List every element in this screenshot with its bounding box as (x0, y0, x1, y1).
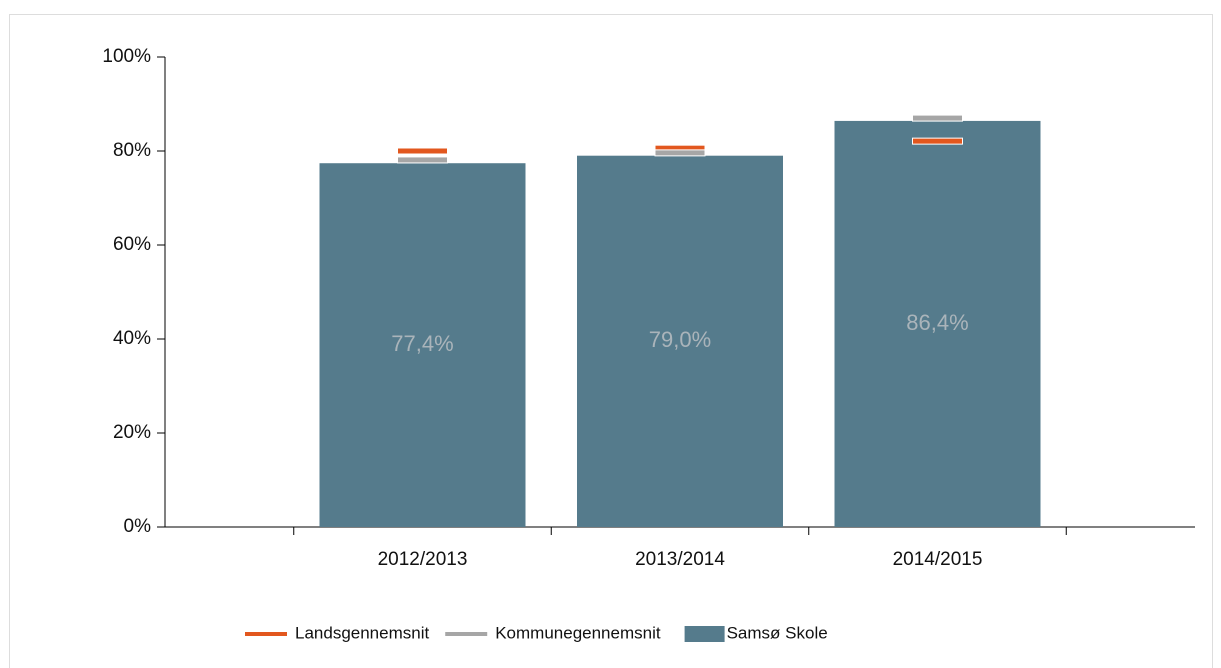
marker (912, 114, 963, 122)
y-tick-label: 60% (113, 234, 151, 255)
y-tick-label: 100% (102, 46, 151, 67)
legend-label: Samsø Skole (727, 623, 828, 642)
x-tick-label: 2013/2014 (635, 549, 725, 570)
legend-swatch (684, 626, 725, 642)
bar (577, 155, 783, 527)
marker (654, 149, 706, 157)
frame (9, 14, 1213, 668)
bar (319, 163, 526, 527)
x-tick-label: 2014/2015 (893, 549, 983, 570)
marker (397, 147, 448, 155)
bar (834, 120, 1041, 528)
y-tick-label: 20% (113, 422, 151, 443)
y-tick-label: 0% (124, 516, 152, 537)
value-label: 86,4% (906, 310, 968, 335)
legend-swatch (245, 632, 287, 636)
y-tick-label: 80% (113, 140, 151, 161)
y-tick-label: 40% (113, 328, 151, 349)
x-tick-label: 2012/2013 (378, 549, 468, 570)
legend-label: Landsgennemsnit (295, 623, 429, 642)
value-label: 77,4% (391, 331, 453, 356)
legend-swatch (445, 632, 488, 636)
marker (397, 156, 448, 164)
value-label: 79,0% (649, 327, 711, 352)
legend-label: Kommunegennemsnit (495, 623, 661, 642)
marker (912, 137, 963, 145)
